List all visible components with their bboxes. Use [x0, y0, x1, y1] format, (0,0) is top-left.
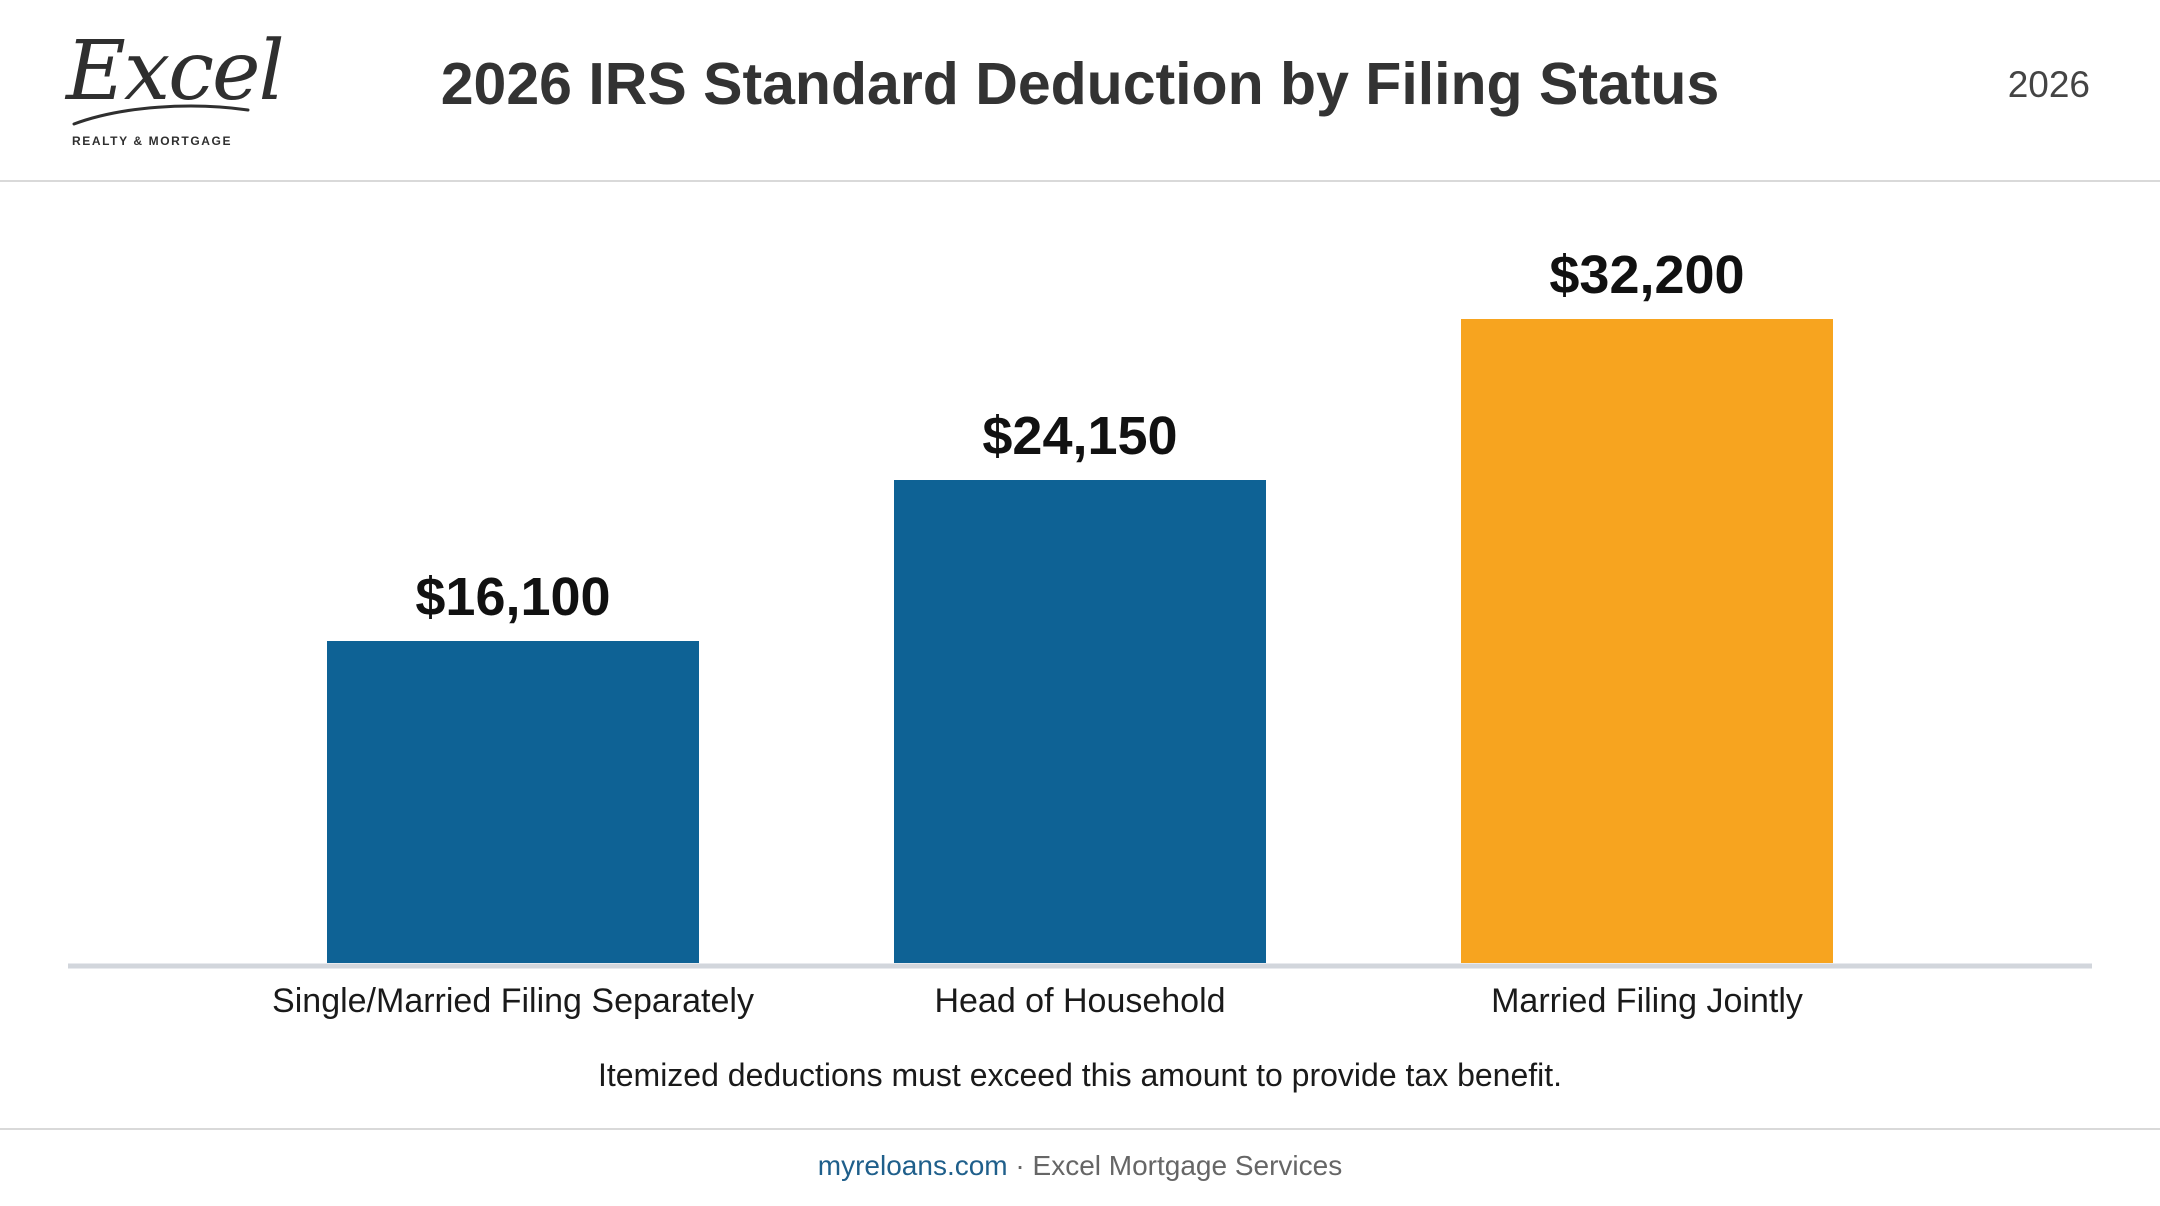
footer-link[interactable]: myreloans.com	[817, 1150, 1008, 1181]
footer-company: Excel Mortgage Services	[1032, 1150, 1343, 1181]
bar-2	[894, 480, 1266, 963]
bar-3	[1461, 319, 1833, 963]
logo-wordmark: Excel	[66, 24, 285, 119]
bars-layer	[327, 319, 1833, 963]
brand-logo: Excel REALTY & MORTGAGE	[66, 18, 285, 153]
chart-title: 2026 IRS Standard Deduction by Filing St…	[440, 51, 1720, 117]
chart-note: Itemized deductions must exceed this amo…	[598, 1057, 1562, 1093]
category-label-1: Single/Married Filing Separately	[272, 982, 754, 1020]
bar-chart: $16,100 Single/Married Filing Separately $…	[68, 245, 2092, 1093]
bar-value-label-3: $32,200	[1549, 245, 1744, 305]
logo-swash-icon	[72, 104, 250, 126]
footer-divider	[0, 1128, 2160, 1130]
category-label-2: Head of Household	[934, 982, 1225, 1020]
year-label: 2026	[2007, 64, 2090, 105]
category-label-3: Married Filing Jointly	[1491, 982, 1803, 1020]
footer-separator: ·	[1007, 1150, 1033, 1181]
bar-value-label-1: $16,100	[415, 567, 610, 627]
logo-subtext: REALTY & MORTGAGE	[72, 134, 233, 148]
footer: myreloans.com · Excel Mortgage Services	[0, 1150, 2160, 1182]
labels-layer: $16,100 Single/Married Filing Separately $…	[272, 245, 1803, 1020]
bar-value-label-2: $24,150	[982, 406, 1177, 466]
header: Excel REALTY & MORTGAGE 2026 IRS Standar…	[0, 0, 2160, 182]
bar-1	[327, 641, 699, 963]
